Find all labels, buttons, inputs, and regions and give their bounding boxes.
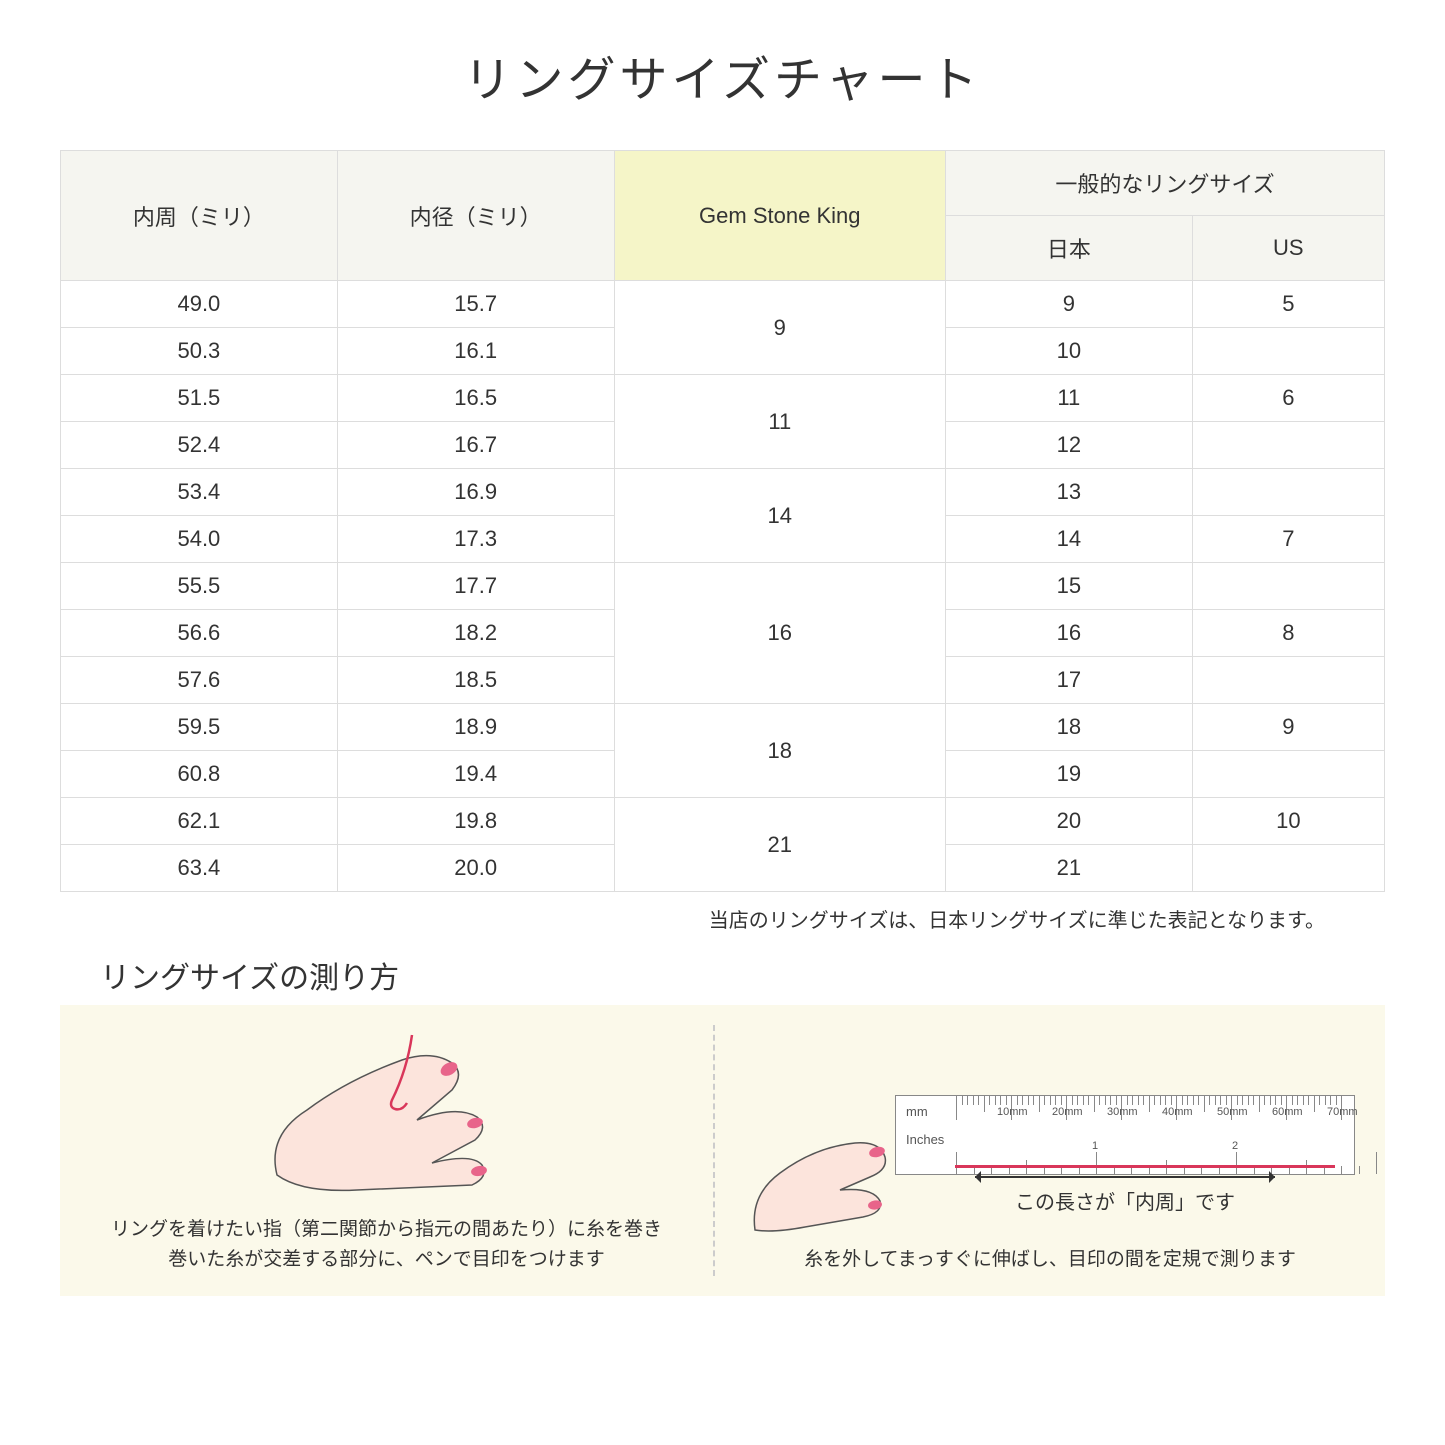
ruler-block: mm Inches 10mm20mm30mm40mm50mm60mm70mm12…: [895, 1095, 1355, 1215]
ring-size-table: 内周（ミリ） 内径（ミリ） Gem Stone King 一般的なリングサイズ …: [60, 150, 1385, 892]
hand-illustration-2: [745, 1095, 895, 1235]
table-row: 59.518.918189: [61, 704, 1385, 751]
table-note: 当店のリングサイズは、日本リングサイズに準じた表記となります。: [60, 904, 1385, 933]
table-row: 51.516.511116: [61, 375, 1385, 422]
arrow-label: この長さが「内周」です: [1015, 1186, 1235, 1215]
col-gsk: Gem Stone King: [614, 151, 945, 281]
table-row: 62.119.8212010: [61, 798, 1385, 845]
howto-step-2: mm Inches 10mm20mm30mm40mm50mm60mm70mm12…: [715, 1005, 1385, 1296]
step2-caption: 糸を外してまっすぐに伸ばし、目印の間を定規で測ります: [745, 1245, 1355, 1275]
ruler-mm-label: mm: [906, 1104, 928, 1119]
col-us: US: [1192, 216, 1384, 281]
hand-illustration-1: [217, 1025, 557, 1195]
measurement-arrow: [969, 1176, 1281, 1178]
table-body: 49.015.799550.316.11051.516.51111652.416…: [61, 281, 1385, 892]
step1-caption: リングを着けたい指（第二関節から指元の間あたり）に糸を巻き巻いた糸が交差する部分…: [90, 1215, 683, 1276]
col-japan: 日本: [945, 216, 1192, 281]
table-row: 53.416.91413: [61, 469, 1385, 516]
howto-title: リングサイズの測り方: [100, 953, 1385, 997]
ruler-illustration: mm Inches 10mm20mm30mm40mm50mm60mm70mm12: [895, 1095, 1355, 1175]
table-row: 55.517.71615: [61, 563, 1385, 610]
table-row: 49.015.7995: [61, 281, 1385, 328]
page-title: リングサイズチャート: [60, 40, 1385, 110]
howto-step-1: リングを着けたい指（第二関節から指元の間あたり）に糸を巻き巻いた糸が交差する部分…: [60, 1005, 713, 1296]
thread-line: [955, 1165, 1335, 1168]
col-circumference: 内周（ミリ）: [61, 151, 338, 281]
howto-section: リングを着けたい指（第二関節から指元の間あたり）に糸を巻き巻いた糸が交差する部分…: [60, 1005, 1385, 1296]
col-diameter: 内径（ミリ）: [337, 151, 614, 281]
ruler-inch-label: Inches: [906, 1132, 944, 1147]
col-general-group: 一般的なリングサイズ: [945, 151, 1384, 216]
